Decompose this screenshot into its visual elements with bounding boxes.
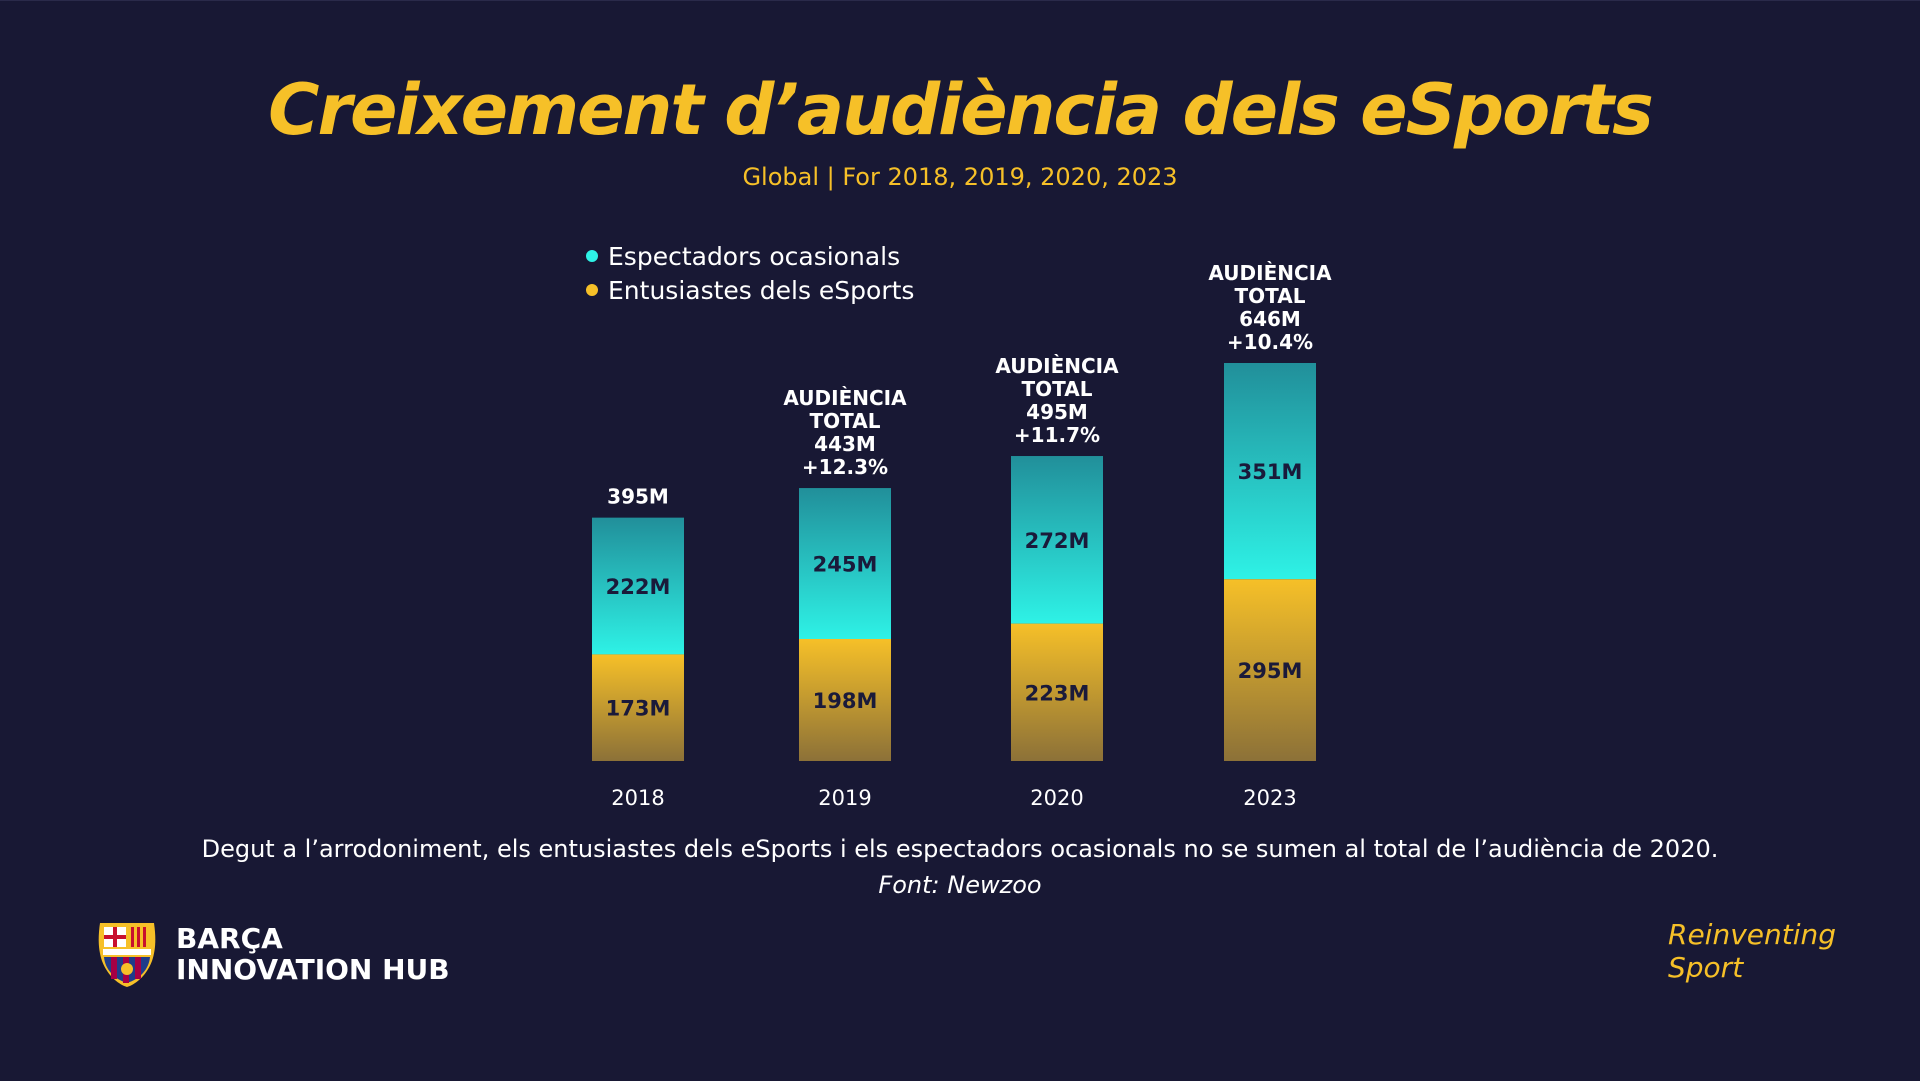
total-label-line: 395M	[607, 485, 669, 509]
page-subtitle: Global | For 2018, 2019, 2020, 2023	[742, 163, 1178, 191]
bar-enthusiast-2023	[1224, 579, 1316, 761]
x-tick-label: 2023	[1243, 786, 1296, 810]
data-label-enthusiast: 295M	[1238, 659, 1303, 683]
data-label-enthusiast: 223M	[1025, 681, 1090, 705]
tagline: Reinventing Sport	[1668, 918, 1836, 984]
total-label-line: TOTAL	[810, 409, 881, 433]
bar-enthusiast-2019	[799, 639, 891, 761]
tagline-line-1: Reinventing	[1668, 918, 1837, 951]
data-label-enthusiast: 173M	[606, 697, 671, 721]
total-label-line: +10.4%	[1227, 330, 1313, 354]
fcb-crest-icon	[98, 923, 156, 987]
bar-casual-2019	[799, 488, 891, 640]
total-label-line: AUDIÈNCIA	[783, 386, 907, 410]
total-label-line: TOTAL	[1235, 284, 1306, 308]
rounding-note: Degut a l’arrodoniment, els entusiastes …	[201, 835, 1719, 863]
x-tick-label: 2019	[818, 786, 871, 810]
total-label-line: TOTAL	[1022, 377, 1093, 401]
total-label-line: +12.3%	[802, 455, 888, 479]
chart-legend: Espectadors ocasionals Entusiastes dels …	[586, 239, 914, 307]
total-label-line: 443M	[814, 432, 876, 456]
data-label-enthusiast: 198M	[813, 689, 878, 713]
data-label-casual: 222M	[606, 575, 671, 599]
legend-dot-icon	[586, 284, 598, 296]
total-label-line: 646M	[1239, 307, 1301, 331]
legend-label: Espectadors ocasionals	[608, 241, 901, 271]
page-title: Creixement d’audiència dels eSports	[268, 69, 1654, 151]
data-label-casual: 272M	[1025, 529, 1090, 553]
x-tick-label: 2018	[611, 786, 664, 810]
total-label-line: AUDIÈNCIA	[1208, 261, 1332, 285]
bar-casual-2018	[592, 517, 684, 655]
total-label-line: AUDIÈNCIA	[995, 354, 1119, 378]
legend-item-casual: Espectadors ocasionals	[586, 239, 914, 273]
legend-dot-icon	[586, 250, 598, 262]
bar-enthusiast-2018	[592, 654, 684, 761]
brand-logo: BARÇA INNOVATION HUB	[94, 919, 450, 989]
legend-item-enthusiast: Entusiastes dels eSports	[586, 273, 914, 307]
total-label-line: 495M	[1026, 400, 1088, 424]
legend-label: Entusiastes dels eSports	[608, 275, 915, 305]
bar-casual-2023	[1224, 363, 1316, 580]
brand-name: BARÇA INNOVATION HUB	[176, 923, 450, 985]
data-label-casual: 245M	[813, 553, 878, 577]
bar-casual-2020	[1011, 456, 1103, 624]
brand-line-2: INNOVATION HUB	[176, 953, 450, 986]
bar-enthusiast-2020	[1011, 623, 1103, 761]
tagline-line-2: Sport	[1668, 951, 1744, 984]
data-label-casual: 351M	[1238, 460, 1303, 484]
brand-line-1: BARÇA	[176, 922, 283, 955]
total-label-line: +11.7%	[1014, 423, 1100, 447]
x-tick-label: 2020	[1030, 786, 1083, 810]
source-note: Font: Newzoo	[878, 871, 1042, 899]
stacked-bar-chart: 222M173M395M2018245M198MAUDIÈNCIATOTAL44…	[592, 261, 1332, 810]
